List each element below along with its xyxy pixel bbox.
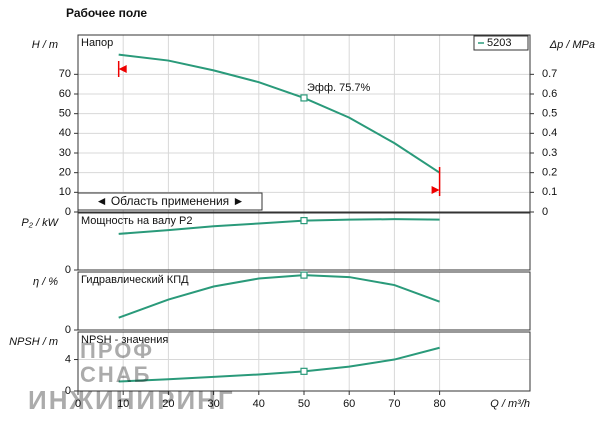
y2-tick-label: 0.1 bbox=[542, 186, 557, 198]
x-tick-label: 60 bbox=[343, 398, 355, 410]
page-title: Рабочее поле bbox=[66, 6, 147, 20]
y2-axis-label: Δp / MPa bbox=[549, 39, 595, 51]
y-tick-label: 10 bbox=[59, 186, 71, 198]
y2-tick-label: 0.2 bbox=[542, 167, 557, 179]
legend-label: 5203 bbox=[487, 37, 511, 49]
y-tick-label: 50 bbox=[59, 108, 71, 120]
panel-title: Гидравлический КПД bbox=[81, 274, 189, 286]
legend-box bbox=[473, 35, 529, 51]
y-axis-label: NPSH / m bbox=[9, 336, 58, 348]
y-tick-label: 60 bbox=[59, 88, 71, 100]
operating-point bbox=[300, 271, 308, 279]
y-axis-label: H / m bbox=[32, 39, 58, 51]
y-tick-label: 0 bbox=[65, 385, 71, 397]
x-tick-label: 70 bbox=[388, 398, 400, 410]
y-axis-label: η / % bbox=[33, 276, 58, 288]
range-arrow bbox=[118, 65, 127, 73]
panel-title: NPSH - значения bbox=[81, 334, 168, 346]
x-tick-label: 80 bbox=[433, 398, 445, 410]
series-line bbox=[118, 346, 440, 383]
range-box bbox=[77, 192, 263, 211]
operating-point bbox=[300, 367, 308, 375]
watermark: ПРОФ bbox=[80, 338, 154, 363]
y-axis-label: P₂ / kW bbox=[21, 217, 59, 229]
range-label: ◄ Область применения ► bbox=[96, 194, 245, 208]
y-tick-label: 0 bbox=[65, 206, 71, 218]
panel-title: Напор bbox=[81, 37, 113, 49]
x-tick-label: 30 bbox=[207, 398, 219, 410]
series-line bbox=[118, 53, 441, 174]
y2-tick-label: 0.5 bbox=[542, 108, 557, 120]
series-line bbox=[118, 218, 440, 235]
y-tick-label: 70 bbox=[59, 68, 71, 80]
x-tick-label: 50 bbox=[298, 398, 310, 410]
y-tick-label: 20 bbox=[59, 167, 71, 179]
x-tick-label: 20 bbox=[162, 398, 174, 410]
x-tick-label: 0 bbox=[75, 398, 81, 410]
panel-frame bbox=[77, 34, 531, 213]
annotation: Эфф. 75.7% bbox=[307, 82, 371, 94]
y2-tick-label: 0.6 bbox=[542, 88, 557, 100]
watermark: ИНЖИНИРИНГ bbox=[28, 385, 235, 415]
watermark: СНАБ bbox=[80, 362, 151, 387]
y-tick-label: 0 bbox=[65, 324, 71, 336]
range-arrow bbox=[431, 186, 440, 194]
x-tick-label: 10 bbox=[117, 398, 129, 410]
y-tick-label: 0 bbox=[65, 264, 71, 276]
y2-tick-label: 0 bbox=[542, 206, 548, 218]
y2-tick-label: 0.3 bbox=[542, 147, 557, 159]
y2-tick-label: 0.4 bbox=[542, 127, 557, 139]
operating-point bbox=[300, 94, 308, 102]
y2-tick-label: 0.7 bbox=[542, 68, 557, 80]
x-axis-label: Q / m³/h bbox=[490, 398, 530, 410]
y-tick-label: 4 bbox=[65, 353, 71, 365]
operating-point bbox=[300, 217, 308, 225]
y-tick-label: 40 bbox=[59, 127, 71, 139]
panel-title: Мощность на валу P2 bbox=[81, 215, 193, 227]
panel-frame bbox=[77, 212, 531, 271]
x-tick-label: 40 bbox=[253, 398, 265, 410]
y-tick-label: 30 bbox=[59, 147, 71, 159]
series-line bbox=[118, 274, 440, 319]
